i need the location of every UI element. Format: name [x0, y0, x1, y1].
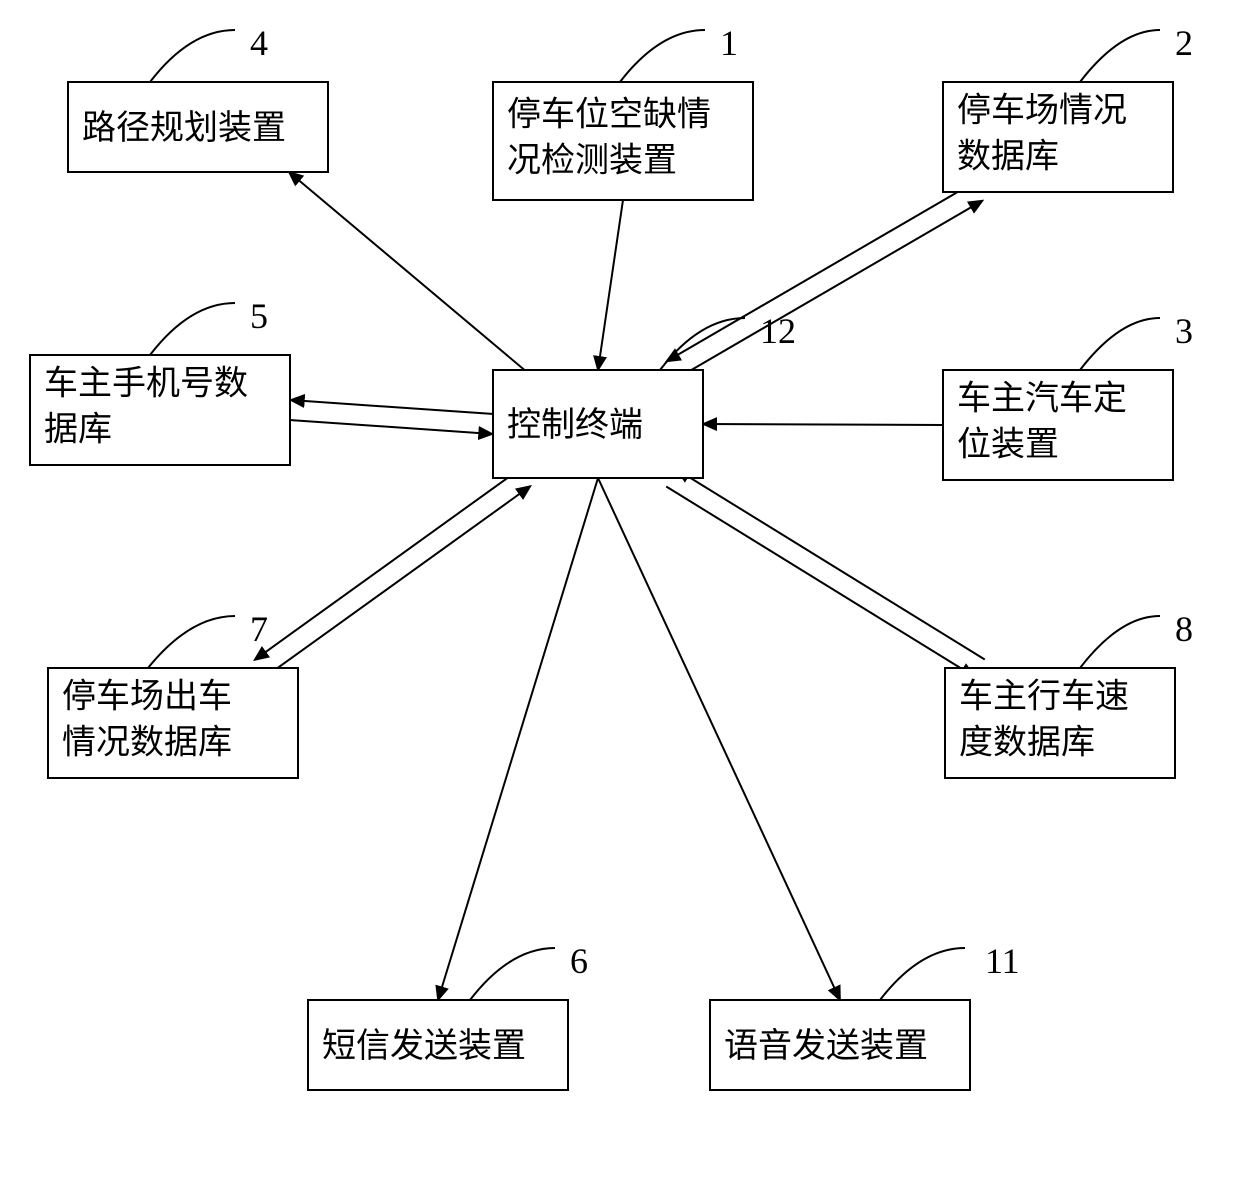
edge-n3-n12 — [703, 424, 943, 425]
edge-n12-n7 — [255, 470, 519, 660]
node-4-label: 路径规划装置 — [82, 109, 286, 147]
leader-2 — [1080, 30, 1160, 82]
node-1-label: 停车位空缺情 — [507, 96, 711, 134]
node-7-label: 停车场出车 — [62, 678, 232, 716]
ref-number-5: 5 — [250, 296, 268, 336]
ref-number-7: 7 — [250, 609, 268, 649]
node-3-label: 车主汽车定 — [957, 380, 1127, 418]
node-2: 停车场情况数据库 — [943, 82, 1173, 192]
node-12-label: 控制终端 — [507, 406, 643, 444]
node-7: 停车场出车情况数据库 — [48, 668, 298, 778]
leader-5 — [150, 303, 235, 355]
leader-12 — [660, 318, 745, 370]
node-5-label: 据库 — [44, 411, 112, 449]
edge-n12-n4 — [289, 172, 525, 370]
ref-number-12: 12 — [760, 311, 796, 351]
node-8: 车主行车速度数据库 — [945, 668, 1175, 778]
edge-n5-n12 — [289, 420, 492, 434]
leader-7 — [148, 616, 235, 668]
node-8-label: 车主行车速 — [959, 678, 1129, 716]
edge-n12-n11 — [598, 478, 840, 1000]
edge-n12-n5 — [291, 400, 494, 414]
node-3: 车主汽车定位装置 — [943, 370, 1173, 480]
node-1-label: 况检测装置 — [507, 142, 677, 180]
node-3-label: 位装置 — [957, 426, 1059, 464]
node-1: 停车位空缺情况检测装置 — [493, 82, 753, 200]
node-7-label: 情况数据库 — [62, 724, 232, 762]
leader-3 — [1080, 318, 1160, 370]
ref-number-4: 4 — [250, 23, 268, 63]
ref-number-2: 2 — [1175, 23, 1193, 63]
ref-number-3: 3 — [1175, 311, 1193, 351]
node-2-label: 数据库 — [957, 138, 1059, 176]
node-11-label: 语音发送装置 — [724, 1027, 928, 1065]
node-11: 语音发送装置 — [710, 1000, 970, 1090]
edge-n7-n12 — [266, 486, 530, 676]
edge-n2-n12 — [666, 183, 972, 361]
node-5-label: 车主手机号数 — [44, 365, 248, 403]
edge-n12-n6 — [438, 478, 598, 1000]
node-6-label: 短信发送装置 — [322, 1027, 526, 1065]
node-2-label: 停车场情况 — [957, 92, 1127, 130]
ref-number-1: 1 — [720, 23, 738, 63]
edge-n8-n12 — [677, 469, 985, 659]
system-diagram: 停车位空缺情况检测装置 停车场情况数据库车主汽车定位装置 路径规划装置车主手机号数据… — [0, 0, 1239, 1189]
edge-n12-n8 — [666, 487, 974, 677]
edge-n12-n2 — [677, 201, 983, 379]
leader-4 — [150, 30, 235, 82]
node-6: 短信发送装置 — [308, 1000, 568, 1090]
node-4: 路径规划装置 — [68, 82, 328, 172]
ref-number-11: 11 — [985, 941, 1020, 981]
leader-6 — [470, 948, 555, 1000]
ref-number-6: 6 — [570, 941, 588, 981]
leader-8 — [1080, 616, 1160, 668]
node-12: 控制终端 — [493, 370, 703, 478]
ref-number-8: 8 — [1175, 609, 1193, 649]
edge-n1-n12 — [598, 200, 623, 370]
leader-1 — [620, 30, 705, 82]
node-5: 车主手机号数据库 — [30, 355, 290, 465]
leader-11 — [880, 948, 965, 1000]
node-8-label: 度数据库 — [959, 724, 1095, 762]
